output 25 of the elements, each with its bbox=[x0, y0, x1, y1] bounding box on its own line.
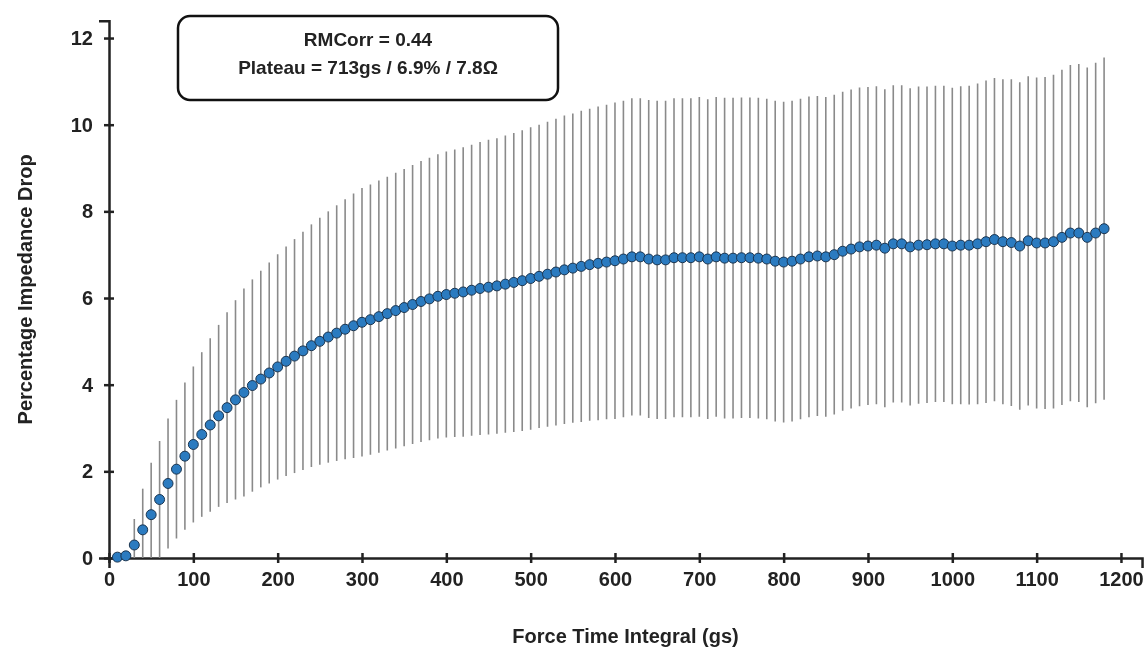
x-tick-label: 600 bbox=[598, 568, 633, 591]
annotation: RMCorr = 0.44 bbox=[303, 29, 433, 50]
y-tick-label: 4 bbox=[81, 373, 94, 396]
x-tick-label: 1200 bbox=[1099, 568, 1144, 591]
y-tick-label: 6 bbox=[81, 286, 93, 309]
annotation: Plateau = 713gs / 6.9% / 7.8Ω bbox=[238, 57, 498, 78]
x-tick-label: 100 bbox=[177, 568, 211, 591]
x-tick-label: 0 bbox=[103, 568, 116, 591]
y-tick-label: 2 bbox=[81, 460, 93, 483]
x-tick-label: 800 bbox=[767, 568, 801, 591]
x-tick-label: 700 bbox=[683, 568, 717, 591]
x-tick-label: 200 bbox=[261, 568, 295, 591]
y-tick-label: 8 bbox=[81, 200, 93, 223]
x-tick-label: 300 bbox=[345, 568, 380, 591]
x-axis-title: Force Time Integral (gs) bbox=[512, 625, 739, 647]
y-tick-label: 10 bbox=[70, 113, 93, 136]
x-tick-label: 1000 bbox=[930, 568, 976, 591]
y-tick-label: 0 bbox=[81, 546, 93, 569]
y-axis-title: Percentage Impedance Drop bbox=[14, 154, 36, 425]
note-box: RMCorr = 0.44 Plateau = 713gs / 6.9% / 7.8Ω bbox=[176, 14, 560, 102]
y-tick-label: 12 bbox=[70, 26, 93, 49]
x-tick-label: 900 bbox=[851, 568, 886, 591]
x-tick-label: 400 bbox=[430, 568, 464, 591]
x-tick-label: 500 bbox=[514, 568, 548, 591]
x-tick-label: 1100 bbox=[1015, 568, 1059, 591]
